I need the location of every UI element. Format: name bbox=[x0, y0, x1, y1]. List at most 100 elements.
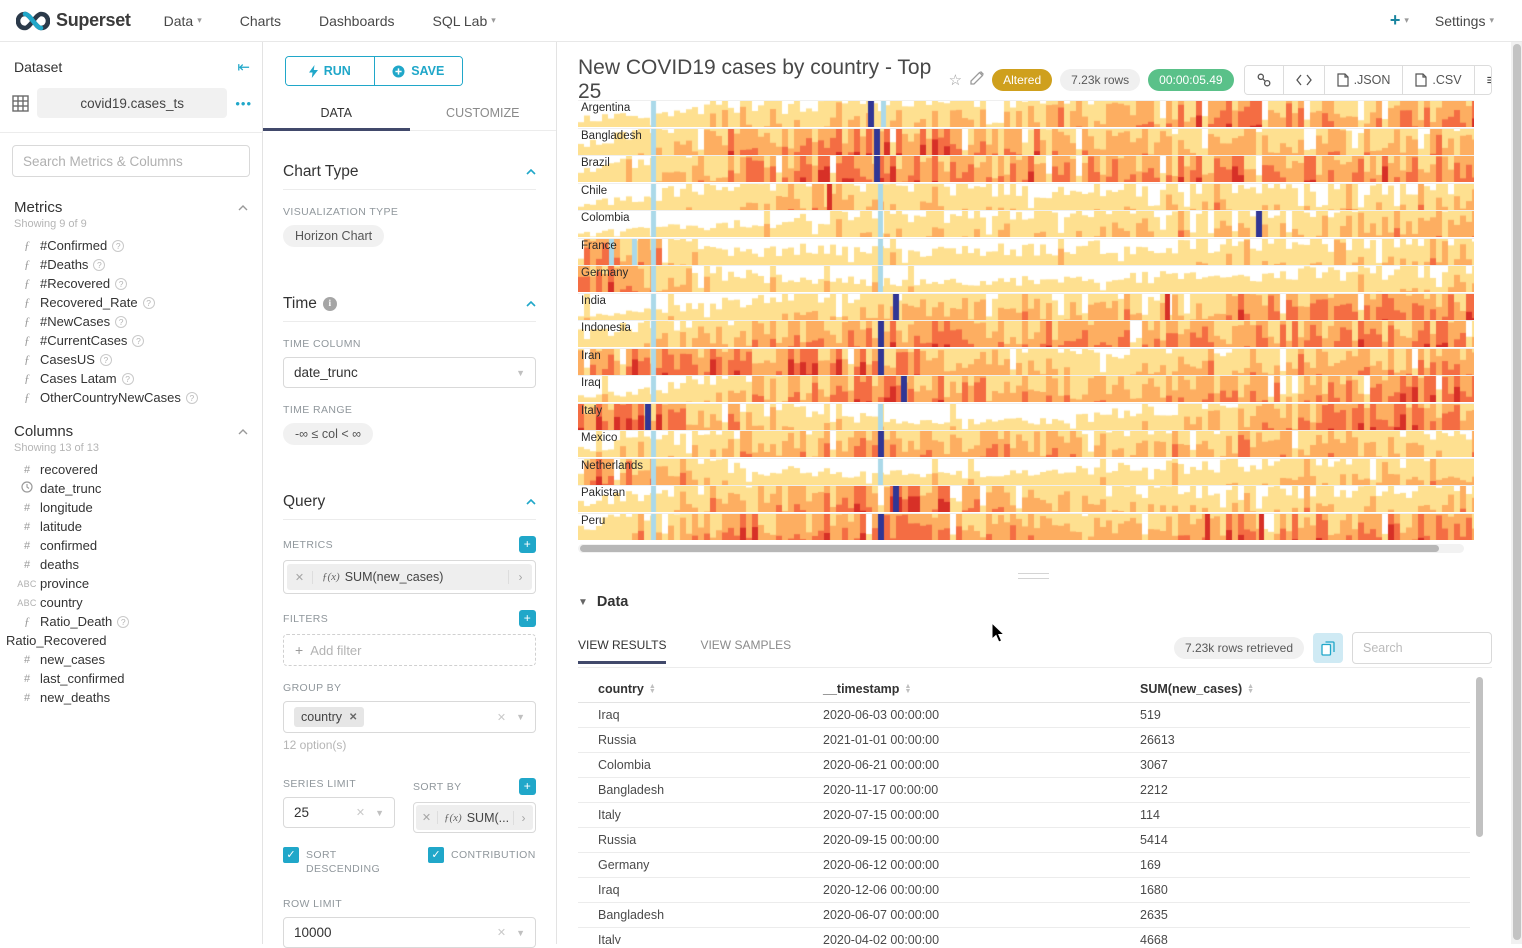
sort-icon[interactable]: ▲ ▼ bbox=[1247, 682, 1255, 696]
group-by-tag[interactable]: country ✕ bbox=[294, 707, 365, 727]
column-item[interactable]: # longitude bbox=[0, 498, 262, 517]
page-scrollbar[interactable] bbox=[1511, 42, 1522, 944]
panel-resize-handle[interactable] bbox=[1018, 573, 1049, 583]
remove-tag-icon[interactable]: ✕ bbox=[349, 711, 358, 723]
horizon-row[interactable]: Pakistan bbox=[578, 485, 1474, 512]
copy-link-button[interactable] bbox=[1244, 66, 1284, 94]
column-item[interactable]: date_trunc bbox=[0, 479, 262, 498]
table-row[interactable]: Colombia 2020-06-21 00:00:00 3067 bbox=[578, 753, 1470, 778]
horizon-row[interactable]: Colombia bbox=[578, 210, 1474, 237]
sort-descending-checkbox[interactable]: ✓ bbox=[283, 847, 299, 863]
horizon-row[interactable]: Netherlands bbox=[578, 457, 1474, 485]
add-metric-button[interactable]: + bbox=[519, 536, 536, 553]
column-item[interactable]: # deaths bbox=[0, 555, 262, 574]
chart-menu-button[interactable]: ≡ bbox=[1474, 66, 1491, 94]
horizon-row[interactable]: Bangladesh bbox=[578, 127, 1474, 155]
column-item[interactable]: ABC country bbox=[0, 593, 262, 612]
column-header-timestamp[interactable]: __timestamp ▲ ▼ bbox=[823, 681, 912, 696]
metric-item[interactable]: ƒ Cases Latam? bbox=[0, 369, 262, 388]
search-input[interactable] bbox=[23, 153, 239, 169]
metric-item[interactable]: ƒ #NewCases? bbox=[0, 312, 262, 331]
horizon-row[interactable]: Iraq bbox=[578, 375, 1474, 402]
table-row[interactable]: Iraq 2020-06-03 00:00:00 519 bbox=[578, 703, 1470, 728]
column-item[interactable]: Ratio_Recovered bbox=[6, 633, 107, 648]
column-header-sum[interactable]: SUM(new_cases) ▲ ▼ bbox=[1140, 681, 1255, 696]
column-item[interactable]: # recovered bbox=[0, 460, 262, 479]
horizon-row[interactable]: France bbox=[578, 237, 1474, 265]
remove-sort-icon[interactable]: ✕ bbox=[416, 811, 438, 824]
row-limit-select[interactable]: 10000 ✕ ▼ bbox=[283, 917, 536, 948]
add-filter-dropzone[interactable]: + Add filter bbox=[283, 634, 536, 666]
horizon-row[interactable]: Indonesia bbox=[578, 320, 1474, 347]
expand-metric-icon[interactable]: › bbox=[508, 570, 532, 584]
column-item[interactable]: ABC province bbox=[0, 574, 262, 593]
column-item[interactable]: # new_cases bbox=[0, 650, 262, 669]
horizon-row[interactable]: Germany bbox=[578, 265, 1474, 292]
table-row[interactable]: Italy 2020-04-02 00:00:00 4668 bbox=[578, 928, 1470, 944]
table-row[interactable]: Bangladesh 2020-06-07 00:00:00 2635 bbox=[578, 903, 1470, 928]
embed-code-button[interactable] bbox=[1283, 66, 1325, 94]
scrollbar-thumb[interactable] bbox=[1512, 44, 1521, 940]
tab-data[interactable]: DATA bbox=[320, 106, 352, 120]
horizon-row[interactable]: Italy bbox=[578, 402, 1474, 430]
collapse-sidebar-icon[interactable]: ⇤ bbox=[237, 59, 250, 76]
nav-item-charts[interactable]: Charts bbox=[239, 12, 281, 29]
nav-item-sql-lab[interactable]: SQL Lab ▾ bbox=[432, 12, 496, 29]
new-menu-button[interactable]: + ▾ bbox=[1390, 10, 1409, 31]
horizon-row[interactable]: Mexico bbox=[578, 430, 1474, 457]
metric-item[interactable]: ƒ #Confirmed? bbox=[0, 236, 262, 255]
column-item[interactable]: # confirmed bbox=[0, 536, 262, 555]
horizon-row[interactable]: Chile bbox=[578, 182, 1474, 210]
column-item[interactable]: ƒ Ratio_Death? bbox=[0, 612, 262, 631]
tab-customize[interactable]: CUSTOMIZE bbox=[446, 106, 520, 120]
edit-properties-icon[interactable] bbox=[970, 71, 985, 89]
save-button[interactable]: SAVE bbox=[373, 57, 462, 85]
tab-view-samples[interactable]: VIEW SAMPLES bbox=[700, 638, 792, 652]
column-item[interactable]: # new_deaths bbox=[0, 688, 262, 707]
column-header-country[interactable]: country ▲ ▼ bbox=[598, 681, 656, 696]
scrollbar-thumb[interactable] bbox=[580, 545, 1440, 552]
table-row[interactable]: Bangladesh 2020-11-17 00:00:00 2212 bbox=[578, 778, 1470, 803]
metric-item[interactable]: ƒ CasesUS? bbox=[0, 350, 262, 369]
metric-item[interactable]: ƒ #CurrentCases? bbox=[0, 331, 262, 350]
collapse-chevron-icon[interactable] bbox=[526, 301, 536, 307]
metric-item[interactable]: ƒ #Recovered? bbox=[0, 274, 262, 293]
metrics-columns-search[interactable] bbox=[12, 145, 250, 177]
table-row[interactable]: Italy 2020-07-15 00:00:00 114 bbox=[578, 803, 1470, 828]
clear-icon[interactable]: ✕ bbox=[496, 927, 507, 940]
collapse-chevron-icon[interactable] bbox=[526, 169, 536, 175]
horizon-row[interactable]: India bbox=[578, 292, 1474, 320]
export-json-button[interactable]: .JSON bbox=[1324, 66, 1404, 94]
expand-sort-icon[interactable]: › bbox=[513, 810, 533, 825]
sort-icon[interactable]: ▲ ▼ bbox=[904, 682, 912, 696]
table-scrollbar-thumb[interactable] bbox=[1476, 677, 1483, 837]
dataset-more-icon[interactable]: ••• bbox=[235, 95, 252, 111]
nav-item-data[interactable]: Data ▾ bbox=[163, 12, 202, 29]
clear-icon[interactable]: ✕ bbox=[355, 807, 366, 819]
horizon-row[interactable]: Iran bbox=[578, 347, 1474, 375]
add-filter-button[interactable]: + bbox=[519, 610, 536, 627]
sort-icon[interactable]: ▲ ▼ bbox=[648, 682, 656, 696]
metric-item[interactable]: ƒ OtherCountryNewCases? bbox=[0, 388, 262, 407]
favorite-star-icon[interactable]: ☆ bbox=[948, 72, 963, 89]
viz-type-value[interactable]: Horizon Chart bbox=[283, 225, 385, 247]
metric-item[interactable]: ƒ #Deaths? bbox=[0, 255, 262, 274]
add-sort-button[interactable]: + bbox=[519, 778, 536, 795]
table-row[interactable]: Iraq 2020-12-06 00:00:00 1680 bbox=[578, 878, 1470, 903]
copy-data-button[interactable] bbox=[1313, 633, 1343, 663]
metric-pill[interactable]: ✕ ƒ(x) SUM(new_cases) › bbox=[287, 564, 532, 590]
horizon-row[interactable]: Argentina bbox=[578, 100, 1474, 127]
column-item[interactable]: # last_confirmed bbox=[0, 669, 262, 688]
chart-horizontal-scrollbar[interactable] bbox=[578, 544, 1464, 553]
table-row[interactable]: Russia 2021-01-01 00:00:00 26613 bbox=[578, 728, 1470, 753]
collapse-chevron-icon[interactable] bbox=[238, 428, 248, 435]
remove-metric-icon[interactable]: ✕ bbox=[287, 570, 313, 584]
table-row[interactable]: Germany 2020-06-12 00:00:00 169 bbox=[578, 853, 1470, 878]
series-limit-select[interactable]: 25 ✕ ▼ bbox=[283, 797, 395, 828]
group-by-select[interactable]: country ✕ ✕ ▼ bbox=[283, 701, 536, 733]
clear-icon[interactable]: ✕ bbox=[496, 711, 507, 724]
table-row[interactable]: Russia 2020-09-15 00:00:00 5414 bbox=[578, 828, 1470, 853]
settings-menu[interactable]: Settings ▾ bbox=[1434, 12, 1494, 29]
sort-by-pill[interactable]: ✕ ƒ(x) SUM(... › bbox=[416, 805, 533, 830]
collapse-chevron-icon[interactable] bbox=[526, 499, 536, 505]
